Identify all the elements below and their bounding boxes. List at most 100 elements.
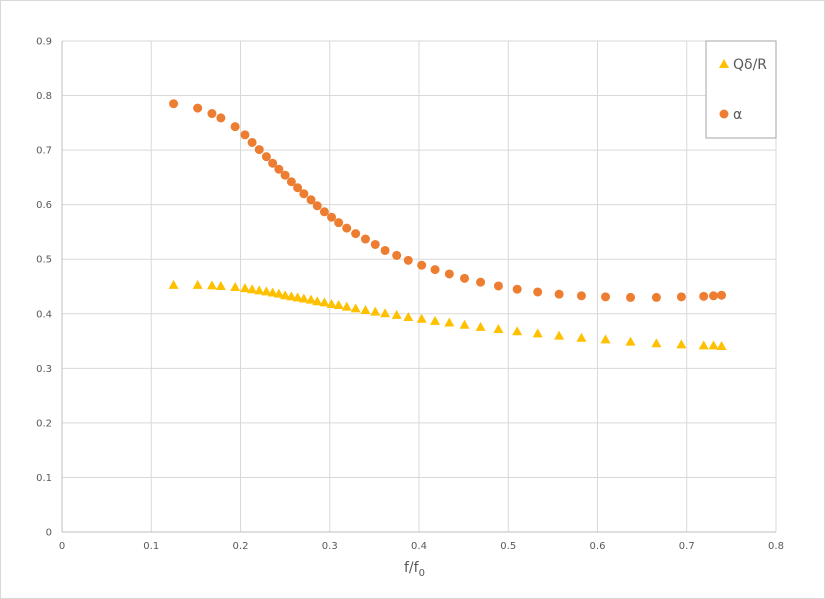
data-point-triangle: [380, 308, 391, 318]
data-point-triangle: [267, 287, 278, 297]
data-point-circle: [230, 122, 240, 132]
y-tick-label: 0.3: [36, 364, 52, 375]
y-tick-label: 0.7: [36, 146, 52, 157]
x-tick-label: 0: [59, 541, 65, 552]
x-tick-labels: 0 0.1 0.2 0.3 0.4 0.5 0.6 0.7 0.8: [59, 541, 784, 552]
data-point-circle: [493, 281, 503, 291]
series-layer: [168, 99, 727, 350]
data-point-triangle: [273, 288, 284, 298]
data-point-triangle: [292, 292, 303, 302]
data-point-triangle: [206, 280, 217, 290]
legend-box: [705, 40, 777, 139]
data-point-triangle: [600, 334, 611, 344]
data-point-circle: [576, 291, 586, 301]
data-point-circle: [207, 109, 217, 119]
data-point-triangle: [319, 297, 330, 307]
data-point-triangle: [532, 328, 543, 338]
data-point-triangle: [261, 286, 272, 296]
data-point-triangle: [333, 300, 344, 310]
data-point-circle: [370, 239, 380, 249]
data-point-triangle: [247, 284, 258, 294]
x-axis-label: f/f0: [404, 560, 425, 579]
data-point-circle: [554, 289, 564, 299]
data-point-circle: [254, 145, 264, 155]
data-point-triangle: [625, 336, 636, 346]
y-tick-label: 0.5: [36, 255, 52, 266]
data-point-circle: [380, 245, 390, 255]
data-point-triangle: [708, 340, 719, 350]
data-point-circle: [430, 265, 440, 275]
data-point-triangle: [341, 301, 352, 311]
data-point-circle: [274, 164, 284, 174]
data-point-triangle: [168, 279, 179, 289]
data-point-circle: [268, 158, 278, 168]
data-point-triangle: [192, 279, 203, 289]
data-point-circle: [460, 273, 470, 283]
data-point-circle: [342, 223, 352, 233]
data-point-circle: [360, 234, 370, 244]
data-point-triangle: [716, 340, 727, 350]
legend-marker-triangle: [719, 59, 729, 68]
data-point-triangle: [286, 291, 297, 301]
legend-label-q-delta-r: Qδ/R: [733, 57, 767, 73]
data-point-circle: [169, 99, 179, 109]
data-point-circle: [417, 260, 427, 270]
data-point-triangle: [444, 317, 455, 327]
data-point-circle: [626, 292, 636, 302]
data-point-triangle: [416, 313, 427, 323]
x-axis-label-subscript: 0: [419, 568, 425, 579]
data-point-triangle: [230, 282, 241, 292]
data-point-circle: [709, 291, 719, 301]
data-point-circle: [247, 137, 257, 147]
data-point-triangle: [370, 306, 381, 316]
series-2: [169, 99, 727, 302]
data-point-circle: [334, 218, 344, 228]
data-point-triangle: [391, 309, 402, 319]
x-tick-label: 0.3: [322, 541, 338, 552]
series-1: [168, 279, 727, 350]
y-tick-label: 0.6: [36, 200, 52, 211]
y-tick-label: 0: [46, 528, 52, 539]
data-point-triangle: [493, 324, 504, 334]
data-point-circle: [392, 250, 402, 260]
y-tick-label: 0.2: [36, 418, 52, 429]
data-point-triangle: [676, 339, 687, 349]
y-tick-label: 0.1: [36, 473, 52, 484]
data-point-circle: [299, 189, 309, 199]
y-tick-label: 0.8: [36, 91, 52, 102]
x-axis-label-main: f/f: [404, 560, 420, 576]
data-point-triangle: [239, 283, 250, 293]
data-point-triangle: [306, 294, 317, 304]
legend-marker-circle: [719, 109, 729, 119]
gridlines: [62, 40, 777, 532]
x-tick-label: 0.6: [590, 541, 606, 552]
data-point-triangle: [651, 338, 662, 348]
data-point-circle: [312, 201, 322, 211]
data-point-triangle: [576, 332, 587, 342]
data-point-triangle: [554, 330, 565, 340]
data-point-circle: [403, 255, 413, 265]
data-point-circle: [240, 130, 250, 140]
data-point-circle: [533, 287, 543, 297]
data-point-circle: [651, 292, 661, 302]
data-point-triangle: [254, 285, 265, 295]
y-tick-label: 0.9: [36, 37, 52, 48]
data-point-triangle: [360, 304, 371, 314]
data-point-triangle: [430, 315, 441, 325]
y-tick-label: 0.4: [36, 309, 52, 320]
data-point-circle: [261, 152, 271, 162]
data-point-triangle: [350, 303, 361, 313]
x-tick-label: 0.8: [768, 541, 784, 552]
data-point-circle: [351, 229, 361, 239]
data-point-circle: [280, 170, 290, 180]
data-point-circle: [676, 292, 686, 302]
x-tick-label: 0.5: [500, 541, 516, 552]
data-point-circle: [286, 177, 296, 187]
data-point-triangle: [403, 312, 414, 322]
data-point-circle: [717, 290, 727, 300]
x-tick-label: 0.1: [143, 541, 159, 552]
x-tick-label: 0.2: [233, 541, 249, 552]
data-point-circle: [306, 195, 316, 205]
